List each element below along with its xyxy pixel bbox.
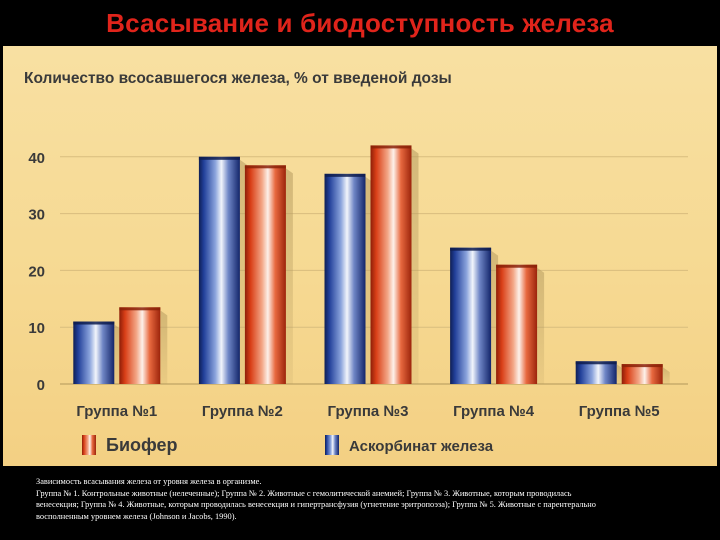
y-tick-label: 0 (37, 377, 45, 394)
bar-ascorbate-2 (198, 156, 240, 384)
bar-cap (450, 247, 492, 251)
bar-biofer-5 (621, 364, 663, 384)
bar-ascorbate-3 (324, 173, 366, 384)
bar-cap (621, 364, 663, 368)
bar-biofer-3 (370, 145, 412, 384)
bar-cap (370, 145, 412, 149)
chart-title: Количество всосавшегося железа, % от вве… (24, 70, 452, 87)
bar-biofer-1 (119, 307, 161, 384)
x-tick-label: Группа №3 (328, 403, 409, 420)
x-tick-label: Группа №1 (76, 403, 157, 420)
slide-title: Всасывание и биодоступность железа (106, 7, 614, 38)
x-tick-label: Группа №5 (579, 403, 660, 420)
bar-cap (119, 307, 161, 311)
bar-cap (73, 321, 115, 325)
title-bar: Всасывание и биодоступность железа (0, 0, 720, 46)
x-tick-label: Группа №2 (202, 403, 283, 420)
bar-ascorbate-4 (450, 247, 492, 384)
bar-cap (496, 264, 538, 268)
bar-shadow (160, 310, 168, 384)
legend-swatch-ascorbate (325, 435, 339, 455)
y-tick-label: 30 (28, 207, 45, 224)
bar-ascorbate-1 (73, 321, 115, 384)
caption-line-4: восполненным уровнем железа (Johnson и J… (36, 511, 237, 521)
bar-cap (244, 165, 286, 169)
caption-line-3: венесекция; Группа № 4. Животные, которы… (36, 500, 596, 509)
caption: Зависимость всасывания железа от уровня … (36, 476, 706, 522)
bar-shadow (411, 148, 419, 384)
bar-ascorbate-5 (575, 361, 617, 384)
bar-shadow (537, 267, 545, 384)
bar-cap (324, 173, 366, 177)
bar-biofer-2 (244, 165, 286, 384)
legend-swatch-biofer (82, 435, 96, 455)
bar-shadow (285, 168, 293, 384)
legend-label-biofer: Биофер (106, 435, 178, 455)
y-axis-ticks: 0 10 20 30 40 (28, 150, 45, 394)
x-tick-label: Группа №4 (453, 403, 535, 420)
bar-cap (575, 361, 617, 365)
x-axis-ticks: Группа №1 Группа №2 Группа №3 Группа №4 Груп… (76, 403, 659, 420)
legend-label-ascorbate: Аскорбинат железа (349, 438, 494, 455)
bar-biofer-4 (496, 264, 538, 384)
bar-shadow (662, 367, 670, 384)
caption-line-1: Зависимость всасывания железа от уровня … (36, 477, 262, 486)
y-tick-label: 10 (28, 320, 45, 337)
legend: Биофер Аскорбинат железа (82, 435, 494, 455)
y-tick-label: 20 (28, 263, 45, 280)
y-tick-label: 40 (28, 150, 45, 167)
bar-cap (198, 156, 240, 160)
bars (73, 145, 670, 384)
caption-line-2: Группа № 1. Контрольные животные (нелече… (36, 488, 572, 498)
